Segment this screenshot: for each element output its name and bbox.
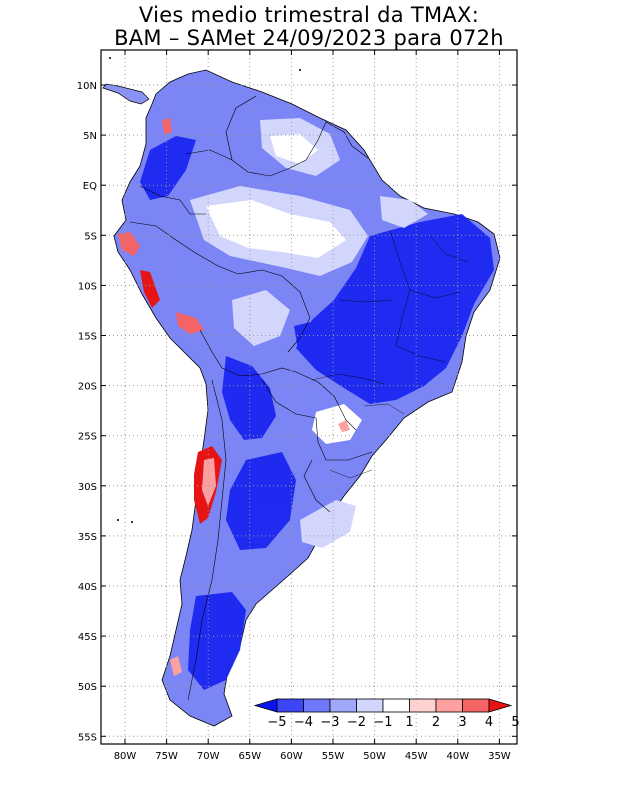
strong-negative-patches bbox=[140, 136, 494, 690]
colorbar-box bbox=[356, 698, 384, 713]
colorbar-label: −4 bbox=[294, 715, 313, 730]
y-tick-label: 50S bbox=[78, 682, 97, 693]
colorbar-box bbox=[303, 698, 331, 713]
grid-lines bbox=[101, 50, 517, 744]
y-tick-label: 15S bbox=[78, 332, 97, 343]
chart-title-line2: BAM – SAMet 24/09/2023 para 072h bbox=[114, 26, 504, 50]
colorbar-label: 1 bbox=[405, 715, 413, 730]
y-tick-label: 55S bbox=[78, 732, 97, 743]
colorbar-box bbox=[329, 698, 357, 713]
colorbar-box bbox=[435, 698, 463, 713]
x-tick-label: 70W bbox=[197, 751, 220, 762]
map-content bbox=[101, 50, 517, 744]
y-axis: 10N 5N EQ 5S 10S 15S 20S 25S 30S 35S 40S 45S 50S 55S bbox=[77, 81, 517, 743]
x-tick-label: 55W bbox=[322, 751, 345, 762]
y-tick-label: 10S bbox=[78, 281, 97, 292]
colorbar-label: 5 bbox=[511, 715, 519, 730]
colorbar-label: −3 bbox=[320, 715, 339, 730]
colorbar-label: 2 bbox=[432, 715, 440, 730]
y-tick-label: 35S bbox=[78, 532, 97, 543]
colorbar-label: 4 bbox=[485, 715, 493, 730]
y-tick-label: 25S bbox=[78, 432, 97, 443]
colorbar-box bbox=[382, 698, 410, 713]
colorbar-box bbox=[409, 698, 437, 713]
x-axis: 80W 75W 70W 65W 60W 55W 50W 45W 40W 35W bbox=[114, 50, 511, 762]
colorbar-arrow-right bbox=[488, 698, 513, 713]
islands bbox=[109, 57, 301, 523]
central-america-land bbox=[102, 83, 150, 105]
y-tick-label: 5N bbox=[83, 131, 97, 142]
colorbar-box bbox=[276, 698, 304, 713]
colorbar-label: −1 bbox=[373, 715, 392, 730]
x-tick-label: 75W bbox=[155, 751, 178, 762]
x-tick-label: 60W bbox=[280, 751, 303, 762]
colorbar: −5 −4 −3 −2 −1 1 2 3 4 5 bbox=[253, 698, 520, 730]
x-tick-label: 65W bbox=[238, 751, 261, 762]
x-tick-label: 80W bbox=[114, 751, 137, 762]
y-tick-label: 45S bbox=[78, 632, 97, 643]
chart-title-line1: Vies medio trimestral da TMAX: bbox=[138, 3, 480, 27]
y-tick-label: 20S bbox=[78, 382, 97, 393]
y-tick-label: 40S bbox=[78, 582, 97, 593]
x-tick-label: 50W bbox=[363, 751, 386, 762]
x-tick-label: 45W bbox=[405, 751, 428, 762]
country-borders bbox=[129, 95, 373, 701]
colorbar-label: 3 bbox=[458, 715, 466, 730]
y-tick-label: 5S bbox=[84, 231, 97, 242]
colorbar-box bbox=[462, 698, 490, 713]
neutral-patches bbox=[206, 134, 362, 444]
colorbar-label: −2 bbox=[347, 715, 366, 730]
colorbar-label: −5 bbox=[267, 715, 286, 730]
y-tick-label: EQ bbox=[83, 181, 97, 192]
state-borders bbox=[311, 229, 469, 479]
map-frame bbox=[100, 49, 518, 745]
y-tick-label: 10N bbox=[77, 81, 97, 92]
y-tick-label: 30S bbox=[78, 482, 97, 493]
x-tick-label: 40W bbox=[446, 751, 469, 762]
x-tick-label: 35W bbox=[488, 751, 511, 762]
